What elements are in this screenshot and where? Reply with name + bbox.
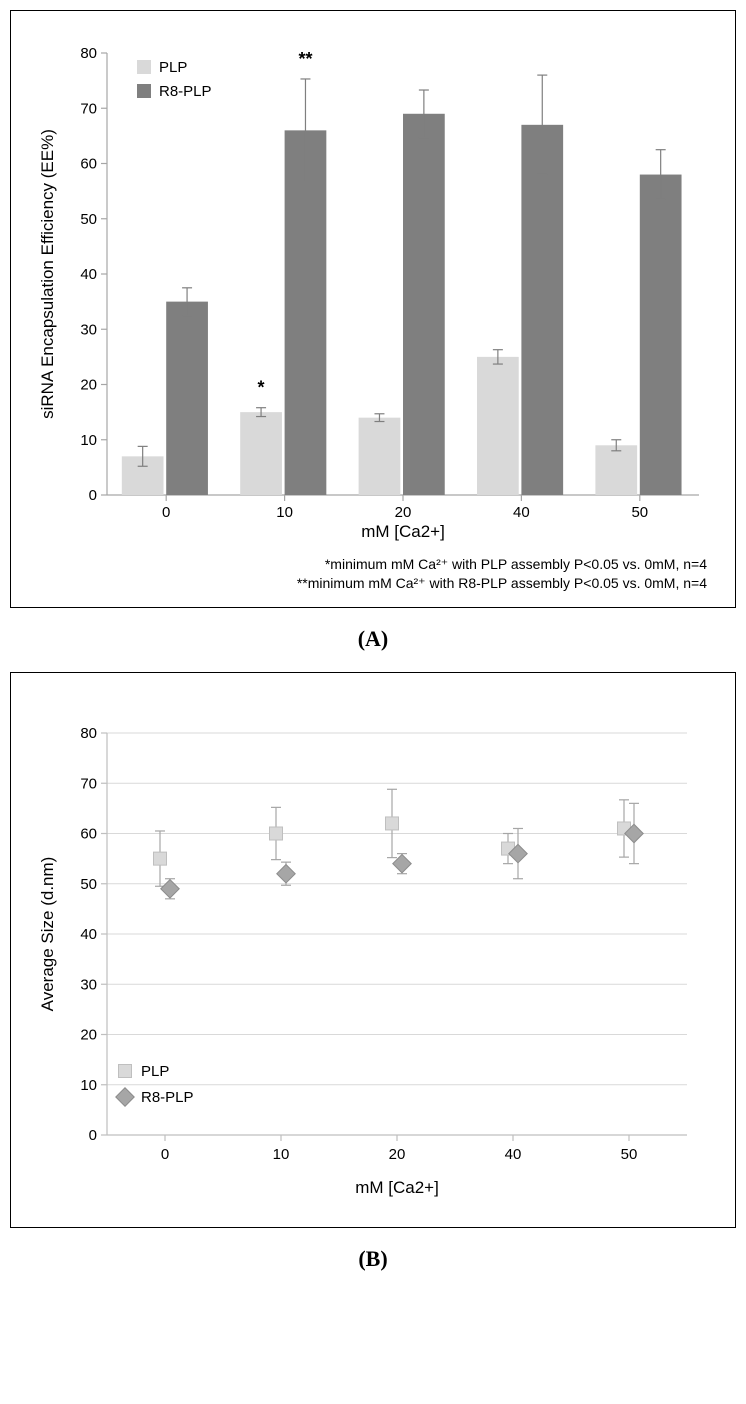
figure-container: 0 10 20 30 40 50 60 70 80 0 10 20 40 50 mM [Ca2+] siRNA… [0,0,746,1282]
svg-text:30: 30 [80,976,97,993]
svg-text:PLP: PLP [141,1063,169,1080]
panel-a-footnotes: *minimum mM Ca²⁺ with PLP assembly P<0.0… [29,555,717,593]
svg-text:0: 0 [162,504,170,521]
svg-text:R8-PLP: R8-PLP [159,83,212,100]
svg-text:60: 60 [80,156,97,173]
svg-text:20: 20 [80,377,97,394]
svg-text:0: 0 [161,1146,169,1163]
svg-text:20: 20 [389,1146,406,1163]
svg-text:10: 10 [276,504,293,521]
bar-chart-a: 0 10 20 30 40 50 60 70 80 0 10 20 40 50 mM [Ca2+] siRNA… [29,31,717,551]
panel-b: 0 10 20 30 40 50 60 70 80 0 10 20 40 50 mM [Ca2+] Avera… [10,672,736,1228]
svg-text:mM [Ca2+]: mM [Ca2+] [355,1178,439,1197]
svg-text:70: 70 [80,100,97,117]
svg-text:80: 80 [80,45,97,62]
footnote-1: *minimum mM Ca²⁺ with PLP assembly P<0.0… [29,555,707,574]
panel-b-label: (B) [358,1246,387,1272]
svg-text:40: 40 [80,926,97,943]
svg-text:80: 80 [80,725,97,742]
svg-text:50: 50 [621,1146,638,1163]
svg-text:10: 10 [273,1146,290,1163]
svg-text:20: 20 [80,1026,97,1043]
svg-text:50: 50 [80,876,97,893]
svg-text:siRNA Encapsulation Efficiency: siRNA Encapsulation Efficiency (EE%) [38,129,57,419]
svg-text:mM [Ca2+]: mM [Ca2+] [361,522,445,541]
panel-a: 0 10 20 30 40 50 60 70 80 0 10 20 40 50 mM [Ca2+] siRNA… [10,10,736,608]
svg-text:20: 20 [395,504,412,521]
svg-text:40: 40 [80,266,97,283]
footnote-2: **minimum mM Ca²⁺ with R8-PLP assembly P… [29,574,707,593]
svg-text:10: 10 [80,1077,97,1094]
svg-text:0: 0 [89,1127,97,1144]
svg-text:0: 0 [89,487,97,504]
svg-text:Average Size (d.nm): Average Size (d.nm) [38,856,57,1011]
svg-text:40: 40 [505,1146,522,1163]
svg-text:50: 50 [631,504,648,521]
chart-b-area: 0 10 20 30 40 50 60 70 80 0 10 20 40 50 mM [Ca2+] Avera… [29,693,717,1213]
svg-text:60: 60 [80,825,97,842]
svg-text:10: 10 [80,432,97,449]
svg-text:*: * [258,378,265,398]
svg-text:R8-PLP: R8-PLP [141,1089,194,1106]
panel-a-label: (A) [358,626,389,652]
svg-text:30: 30 [80,321,97,338]
svg-text:50: 50 [80,211,97,228]
svg-text:40: 40 [513,504,530,521]
scatter-chart-b: 0 10 20 30 40 50 60 70 80 0 10 20 40 50 mM [Ca2+] Avera… [29,693,717,1213]
svg-text:70: 70 [80,775,97,792]
svg-text:PLP: PLP [159,59,187,76]
chart-a-area: 0 10 20 30 40 50 60 70 80 0 10 20 40 50 mM [Ca2+] siRNA… [29,31,717,551]
svg-text:**: ** [298,49,312,69]
